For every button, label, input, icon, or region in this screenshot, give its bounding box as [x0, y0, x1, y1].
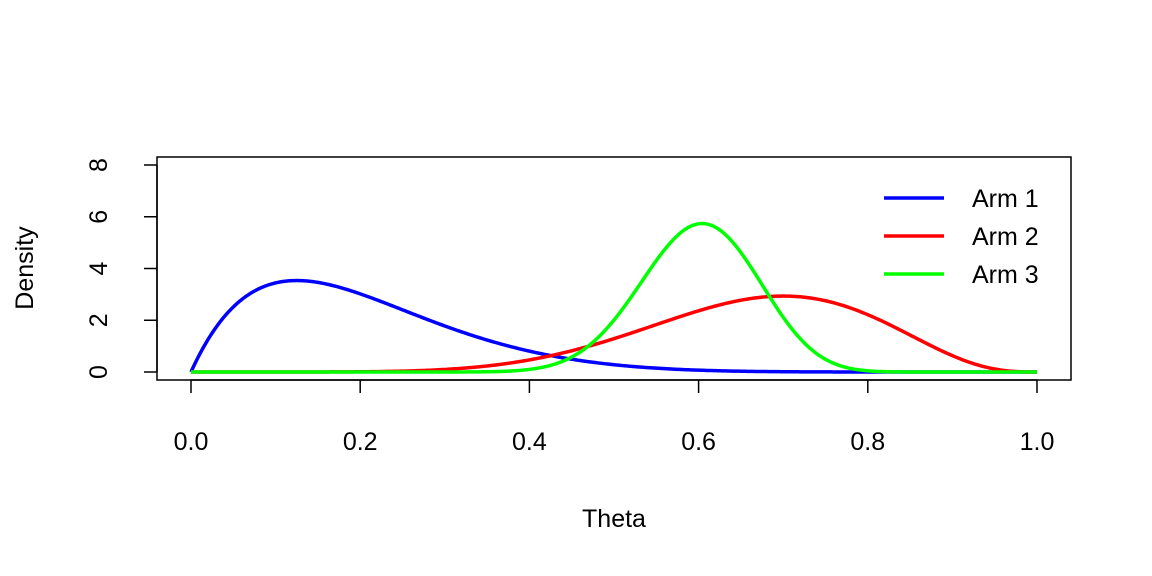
y-tick-label: 4: [85, 261, 113, 275]
y-tick-label: 6: [85, 210, 113, 224]
series-line-arm-1: [189, 278, 1037, 374]
y-axis-label: Density: [11, 226, 39, 310]
x-tick-label: 0.6: [681, 428, 716, 456]
legend-label: Arm 1: [972, 185, 1039, 213]
legend-label: Arm 2: [972, 223, 1039, 251]
y-tick-label: 2: [85, 313, 113, 327]
x-tick-label: 0.4: [512, 428, 547, 456]
series-line-arm-2: [191, 294, 1037, 374]
series-line-arm-3: [191, 221, 1037, 374]
series-lines: [189, 221, 1037, 374]
y-tick-label: 8: [85, 158, 113, 172]
y-axis: 0 2 4 6 8: [85, 158, 158, 379]
y-tick-label: 0: [85, 365, 113, 379]
legend-label: Arm 3: [972, 261, 1039, 289]
x-axis: 0.0 0.2 0.4 0.6 0.8 1.0: [174, 379, 1055, 456]
x-tick-label: 1.0: [1020, 428, 1055, 456]
x-tick-label: 0.8: [850, 428, 885, 456]
x-tick-label: 0.2: [343, 428, 378, 456]
x-tick-label: 0.0: [174, 428, 209, 456]
x-axis-label: Theta: [582, 505, 646, 533]
legend: Arm 1 Arm 2 Arm 3: [884, 185, 1039, 289]
